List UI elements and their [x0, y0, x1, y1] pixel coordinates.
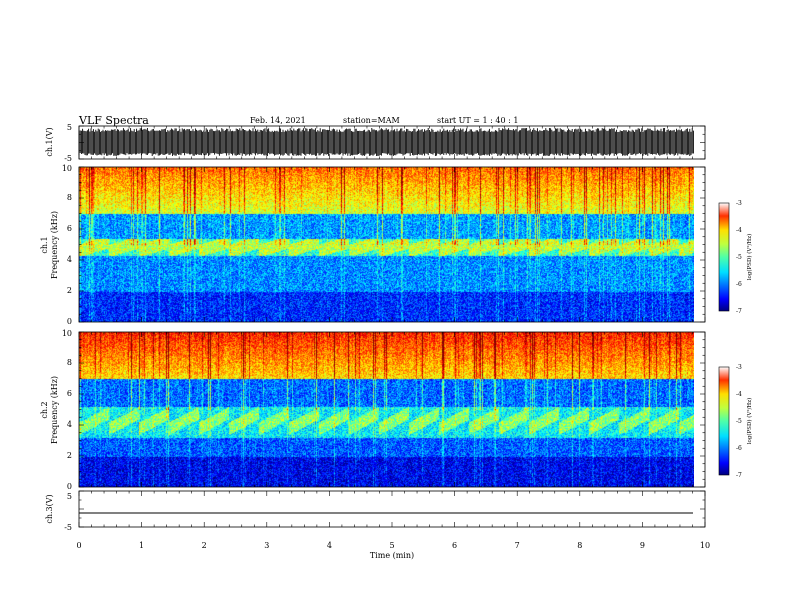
colorbar-ch2	[718, 366, 730, 476]
x-tick-label-1: 1	[139, 541, 144, 550]
figure-title: VLF Spectra	[78, 114, 149, 127]
waveform-ch3-ytick-top: 5	[67, 492, 72, 501]
x-axis-tick-labels: 0 1 2 3 4 5 6 7 8 9 10	[76, 541, 710, 550]
colorbar-ch2-tick-m3: -3	[736, 364, 742, 371]
axis-ticks	[78, 125, 706, 528]
x-tick-label-8: 8	[577, 541, 582, 550]
spectrogram-ch2-ytick-2: 2	[67, 451, 72, 460]
figure-date: Feb. 14, 2021	[250, 116, 306, 125]
waveform-ch3-ytick-bottom: -5	[64, 523, 72, 532]
x-tick-label-5: 5	[389, 541, 394, 550]
spectrogram-ch2-panel: 0 2 4 6 8 10 ch.2 Frequency (kHz) -3 -4 …	[40, 329, 753, 491]
colorbar-ch2-tick-m7: -7	[736, 472, 742, 479]
spectrogram-ch2-ytick-0: 0	[67, 482, 72, 491]
spectrogram-ch1-ytick-0: 0	[67, 317, 72, 326]
colorbar-ch1-tick-m3: -3	[736, 200, 742, 207]
waveform-ch1-ytick-top: 5	[67, 123, 72, 132]
spectrogram-ch1-ylabel-channel: ch.1	[40, 236, 49, 253]
colorbar-ch1	[718, 202, 730, 312]
waveform-ch3-ylabel: ch.3(V)	[45, 494, 54, 523]
x-tick-label-0: 0	[76, 541, 81, 550]
waveform-ch1-ytick-bottom: -5	[64, 154, 72, 163]
waveform-ch3-panel: 5 -5 ch.3(V)	[45, 490, 706, 532]
figure-start-ut: start UT = 1 : 40 : 1	[437, 116, 518, 125]
spectrogram-ch2-ytick-8: 8	[67, 358, 72, 367]
spectrogram-ch1-ylabel-frequency: Frequency (kHz)	[50, 211, 59, 279]
x-tick-label-7: 7	[515, 541, 520, 550]
spectrogram-ch1-ytick-2: 2	[67, 286, 72, 295]
colorbar-ch2-tick-m6: -6	[736, 445, 742, 452]
spectrogram-ch2-image	[79, 332, 694, 487]
colorbar-ch1-tick-m6: -6	[736, 281, 742, 288]
waveform-ch1-trace	[78, 128, 694, 156]
spectrogram-ch1-ytick-6: 6	[67, 224, 72, 233]
waveform-ch1-ylabel: ch.1(V)	[45, 127, 54, 156]
colorbar-ch1-tick-m5: -5	[736, 254, 742, 261]
x-tick-label-4: 4	[327, 541, 332, 550]
spectrogram-ch1-ytick-4: 4	[67, 255, 72, 264]
spectrogram-ch2-yticks: 0 2 4 6 8 10	[62, 329, 72, 491]
colorbar-ch2-tick-m5: -5	[736, 418, 742, 425]
figure-station: station=MAM	[343, 116, 400, 125]
spectrogram-ch2-ytick-4: 4	[67, 420, 72, 429]
x-tick-label-6: 6	[452, 541, 457, 550]
spectrogram-ch1-ytick-8: 8	[67, 193, 72, 202]
spectrogram-ch1-panel: 0 2 4 6 8 10 ch.1 Frequency (kHz) -3 -4 …	[40, 164, 753, 326]
colorbar-ch1-tick-m7: -7	[736, 308, 742, 315]
x-axis-label: Time (min)	[370, 551, 414, 560]
spectrogram-ch1-image	[79, 167, 694, 322]
spectrogram-ch1-yticks: 0 2 4 6 8 10	[62, 164, 72, 326]
spectrogram-ch2-ytick-6: 6	[67, 389, 72, 398]
colorbar-ch1-label: log(PSD) (V²/Hz)	[746, 234, 753, 281]
spectrogram-ch2-ylabel-frequency: Frequency (kHz)	[50, 376, 59, 444]
spectrogram-ch2-ytick-10: 10	[62, 329, 72, 338]
colorbar-ch2-tick-m4: -4	[736, 391, 742, 398]
waveform-ch3-frame	[78, 490, 706, 528]
waveform-ch1-panel: 5 -5 ch.1(V)	[45, 123, 706, 163]
waveform-ch1-line	[78, 128, 694, 156]
spectrogram-ch2-ylabel-channel: ch.2	[40, 401, 49, 418]
x-tick-label-2: 2	[202, 541, 207, 550]
spectrogram-ch1-ytick-10: 10	[62, 164, 72, 173]
colorbar-ch1-tick-m4: -4	[736, 227, 742, 234]
x-tick-label-10: 10	[700, 541, 710, 550]
x-tick-label-3: 3	[264, 541, 269, 550]
colorbar-ch2-label: log(PSD) (V²/Hz)	[746, 398, 753, 445]
x-tick-label-9: 9	[640, 541, 645, 550]
